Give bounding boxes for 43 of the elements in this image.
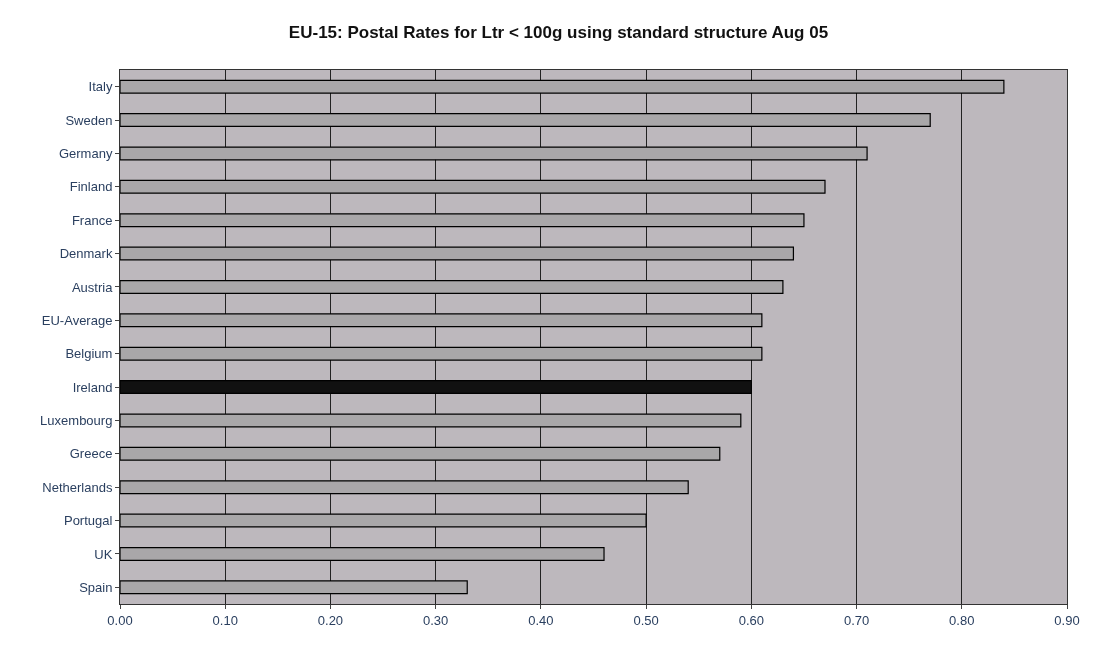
bar — [120, 480, 689, 495]
y-tick-label: Greece — [69, 446, 113, 462]
bar — [120, 79, 1005, 94]
bar — [120, 513, 647, 528]
x-tick-label: 0.70 — [843, 612, 870, 628]
bar — [120, 346, 763, 361]
bar — [120, 213, 805, 228]
y-tick-label: Germany — [58, 145, 113, 161]
y-tick-label: Netherlands — [42, 479, 113, 495]
y-tick-label: Denmark — [59, 246, 113, 262]
y-tick-label: UK — [94, 546, 113, 562]
bar — [120, 179, 826, 194]
y-tick-label: Luxembourg — [40, 412, 113, 428]
y-tick-label: Austria — [71, 279, 114, 295]
y-tick-label: Portugal — [63, 513, 113, 529]
bar — [120, 246, 795, 261]
x-tick-label: 0.50 — [633, 612, 659, 628]
bar — [120, 413, 742, 428]
y-tick-label: France — [71, 212, 113, 228]
y-tick-label: Spain — [79, 579, 113, 595]
x-tick-label: 0.00 — [107, 612, 133, 628]
x-tick-label: 0.90 — [1054, 612, 1080, 628]
bar — [120, 580, 468, 595]
bar — [120, 280, 784, 294]
x-tick-label: 0.60 — [738, 612, 764, 628]
bar — [120, 113, 931, 127]
bar — [120, 380, 752, 394]
x-tick-label: 0.80 — [949, 612, 975, 628]
y-tick-label: Belgium — [65, 346, 113, 362]
y-tick-label: Ireland — [72, 379, 113, 395]
x-tick-label: 0.10 — [212, 612, 238, 628]
x-tick-label: 0.20 — [317, 612, 344, 628]
chart-title: EU-15: Postal Rates for Ltr < 100g using standard structure Aug 05 — [288, 23, 829, 43]
bar — [120, 313, 763, 328]
bar — [120, 146, 868, 161]
x-tick-label: 0.30 — [423, 612, 449, 628]
y-tick-label: Sweden — [65, 112, 113, 128]
bar — [120, 547, 605, 561]
x-tick-label: 0.40 — [528, 612, 554, 628]
y-tick-label: EU-Average — [41, 312, 113, 328]
y-tick-label: Italy — [88, 79, 113, 95]
y-tick-label: Finland — [69, 179, 113, 195]
bar — [120, 446, 721, 461]
